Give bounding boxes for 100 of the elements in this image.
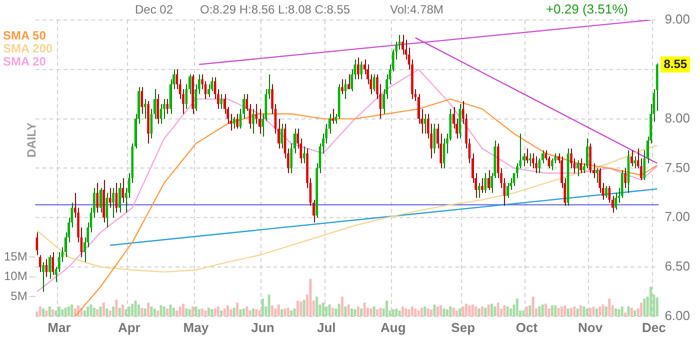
- bar: [162, 306, 166, 316]
- bar: [331, 308, 334, 316]
- candlestick: [634, 156, 636, 169]
- bar: [96, 309, 99, 316]
- bar: [115, 300, 118, 316]
- bar: [99, 306, 102, 316]
- bar: [296, 300, 299, 316]
- bar: [436, 306, 439, 316]
- bar: [207, 308, 210, 316]
- bar: [602, 304, 604, 316]
- bar: [398, 310, 401, 316]
- candlestick: [506, 182, 509, 198]
- bar: [433, 304, 436, 316]
- bar: [487, 304, 490, 316]
- bar: [379, 308, 382, 316]
- bar: [268, 294, 270, 316]
- bar: [52, 309, 54, 316]
- bar: [64, 308, 67, 316]
- bar: [510, 308, 512, 316]
- candlestick: [580, 158, 582, 174]
- candlestick: [48, 254, 51, 280]
- bar: [271, 305, 274, 316]
- bar: [554, 305, 557, 316]
- bar: [239, 309, 242, 316]
- bar: [242, 308, 245, 316]
- bar: [424, 306, 426, 316]
- bar: [478, 308, 480, 316]
- bar: [566, 308, 570, 316]
- bar: [38, 306, 42, 316]
- candlestick: [220, 94, 223, 110]
- bar: [354, 309, 356, 316]
- y-tick-label: 7.50: [664, 160, 690, 175]
- bar: [86, 306, 90, 316]
- bar: [604, 306, 608, 316]
- bar: [248, 310, 252, 316]
- x-tick-label: Mar: [48, 320, 71, 335]
- bar: [462, 306, 464, 316]
- candlestick: [140, 86, 144, 114]
- bar: [328, 304, 331, 316]
- bar: [640, 302, 642, 316]
- bar: [128, 306, 130, 316]
- bar: [598, 306, 602, 316]
- bar: [344, 306, 347, 316]
- bar: [92, 308, 96, 316]
- bar: [496, 302, 500, 316]
- bar: [67, 306, 70, 316]
- bar: [286, 308, 290, 316]
- bar: [274, 308, 277, 316]
- bar: [420, 308, 424, 316]
- x-tick-label: Aug: [380, 320, 406, 335]
- annotation: 8.55: [664, 56, 688, 71]
- bar: [586, 308, 588, 316]
- bar: [280, 309, 284, 316]
- bar: [589, 308, 592, 316]
- bar: [525, 306, 528, 316]
- candlestick: [366, 64, 369, 85]
- bar: [232, 308, 236, 316]
- bar: [290, 310, 293, 316]
- bar: [414, 308, 417, 316]
- bar: [347, 304, 350, 316]
- bar: [356, 306, 360, 316]
- candlestick: [598, 168, 602, 194]
- bar: [506, 306, 509, 316]
- bar: [338, 304, 340, 316]
- bar: [484, 308, 487, 316]
- bar: [45, 310, 48, 316]
- x-tick-label: Jun: [251, 320, 274, 335]
- bar: [83, 310, 86, 316]
- bar: [557, 308, 560, 316]
- bar: [544, 304, 548, 316]
- bar: [102, 302, 105, 316]
- y-tick-label: 8.00: [664, 110, 690, 126]
- candlestick: [535, 156, 538, 174]
- bar: [541, 304, 544, 316]
- bar: [252, 308, 254, 316]
- candlestick: [404, 39, 408, 60]
- bar: [192, 306, 194, 316]
- bar: [201, 308, 204, 316]
- annotation: DAILY: [24, 122, 38, 158]
- candlestick: [52, 252, 54, 276]
- candlestick: [252, 108, 254, 134]
- text: SMA 200: [3, 41, 53, 56]
- bar: [410, 306, 414, 316]
- bar: [564, 305, 566, 316]
- bar: [548, 308, 550, 316]
- bar: [334, 308, 338, 316]
- bar: [649, 286, 652, 316]
- bar: [42, 308, 45, 316]
- text: O:8.29 H:8.56 L:8.08 C:8.55: [200, 2, 350, 16]
- bar: [440, 305, 442, 316]
- candlestick: [347, 74, 350, 90]
- bar: [474, 306, 478, 316]
- bar: [194, 306, 198, 316]
- candlestick: [614, 192, 617, 210]
- bar: [580, 305, 582, 316]
- bar: [446, 309, 448, 316]
- candlestick: [360, 60, 362, 80]
- bar: [458, 308, 462, 316]
- bar: [576, 308, 579, 316]
- x-tick-label: Oct: [516, 320, 538, 335]
